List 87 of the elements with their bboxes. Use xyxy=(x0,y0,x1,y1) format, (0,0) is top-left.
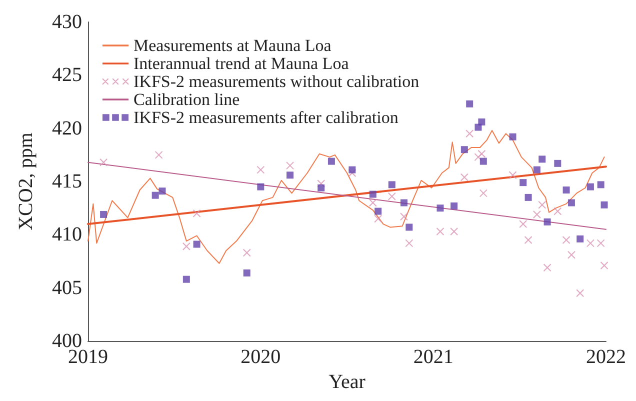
x-tick-label: 2021 xyxy=(413,346,454,368)
point xyxy=(436,204,444,212)
point xyxy=(532,210,541,218)
point xyxy=(586,183,594,190)
point xyxy=(317,180,326,188)
point xyxy=(328,158,335,165)
point xyxy=(538,200,546,209)
y-tick-label: 425 xyxy=(52,64,82,86)
point xyxy=(450,202,458,210)
point xyxy=(436,227,444,236)
legend-label: IKFS-2 measurements without calibration xyxy=(134,72,420,91)
point xyxy=(182,276,190,283)
legend-label: IKFS-2 measurements after calibration xyxy=(134,108,399,127)
point xyxy=(405,239,414,248)
point xyxy=(479,189,488,198)
x-tick-label: 2022 xyxy=(586,346,626,368)
y-tick-label: 420 xyxy=(52,117,82,140)
point xyxy=(554,207,562,216)
x-axis-title: Year xyxy=(328,370,366,393)
point xyxy=(450,227,458,236)
point xyxy=(100,210,108,218)
point xyxy=(600,201,608,208)
legend-label: Calibration line xyxy=(134,90,240,109)
y-tick-label: 415 xyxy=(52,170,82,192)
point xyxy=(466,130,474,138)
y-tick-label: 410 xyxy=(52,224,82,246)
point xyxy=(182,242,190,250)
point xyxy=(154,150,163,159)
point xyxy=(374,208,382,215)
point xyxy=(318,184,325,192)
point xyxy=(524,236,532,244)
point xyxy=(158,188,166,195)
y-tick-label: 430 xyxy=(52,11,82,33)
point xyxy=(596,239,605,248)
point xyxy=(480,158,487,165)
point xyxy=(543,264,552,272)
point xyxy=(600,262,608,270)
point xyxy=(576,235,584,242)
point xyxy=(562,236,570,244)
point xyxy=(554,160,562,167)
point xyxy=(256,166,265,174)
point xyxy=(533,166,540,174)
x-tick-label: 2020 xyxy=(240,346,281,368)
point xyxy=(478,150,486,158)
y-tick-label: 405 xyxy=(52,276,82,299)
legend-label: Interannual trend at Mauna Loa xyxy=(134,54,350,73)
point xyxy=(460,146,468,154)
point xyxy=(474,153,482,162)
point xyxy=(586,239,594,248)
point xyxy=(478,118,486,126)
point xyxy=(568,199,575,206)
point xyxy=(466,100,474,108)
point xyxy=(508,171,517,180)
point xyxy=(400,199,408,206)
point xyxy=(524,194,532,201)
point xyxy=(562,186,570,194)
point xyxy=(369,190,376,198)
point xyxy=(348,168,356,177)
point xyxy=(597,181,604,188)
point xyxy=(257,183,264,190)
point xyxy=(286,172,294,179)
point xyxy=(242,248,251,257)
point xyxy=(152,192,159,199)
point xyxy=(544,218,551,226)
point xyxy=(400,212,408,221)
y-axis-title: XCO2, ppm xyxy=(15,132,37,230)
point xyxy=(193,240,200,248)
point xyxy=(368,198,377,207)
point xyxy=(100,158,108,166)
line-series xyxy=(88,130,605,264)
point xyxy=(519,220,528,228)
point xyxy=(520,179,527,186)
point xyxy=(509,133,516,140)
point xyxy=(374,214,382,223)
point xyxy=(388,192,396,200)
point xyxy=(538,156,546,163)
point xyxy=(460,173,468,182)
point xyxy=(567,250,576,259)
point xyxy=(388,181,396,188)
point xyxy=(243,269,250,276)
point xyxy=(348,166,356,174)
x-tick-label: 2019 xyxy=(68,346,108,368)
point xyxy=(406,224,413,231)
point xyxy=(192,209,201,218)
legend-label: Measurements at Mauna Loa xyxy=(134,36,332,55)
point xyxy=(576,289,584,298)
point xyxy=(286,162,294,170)
